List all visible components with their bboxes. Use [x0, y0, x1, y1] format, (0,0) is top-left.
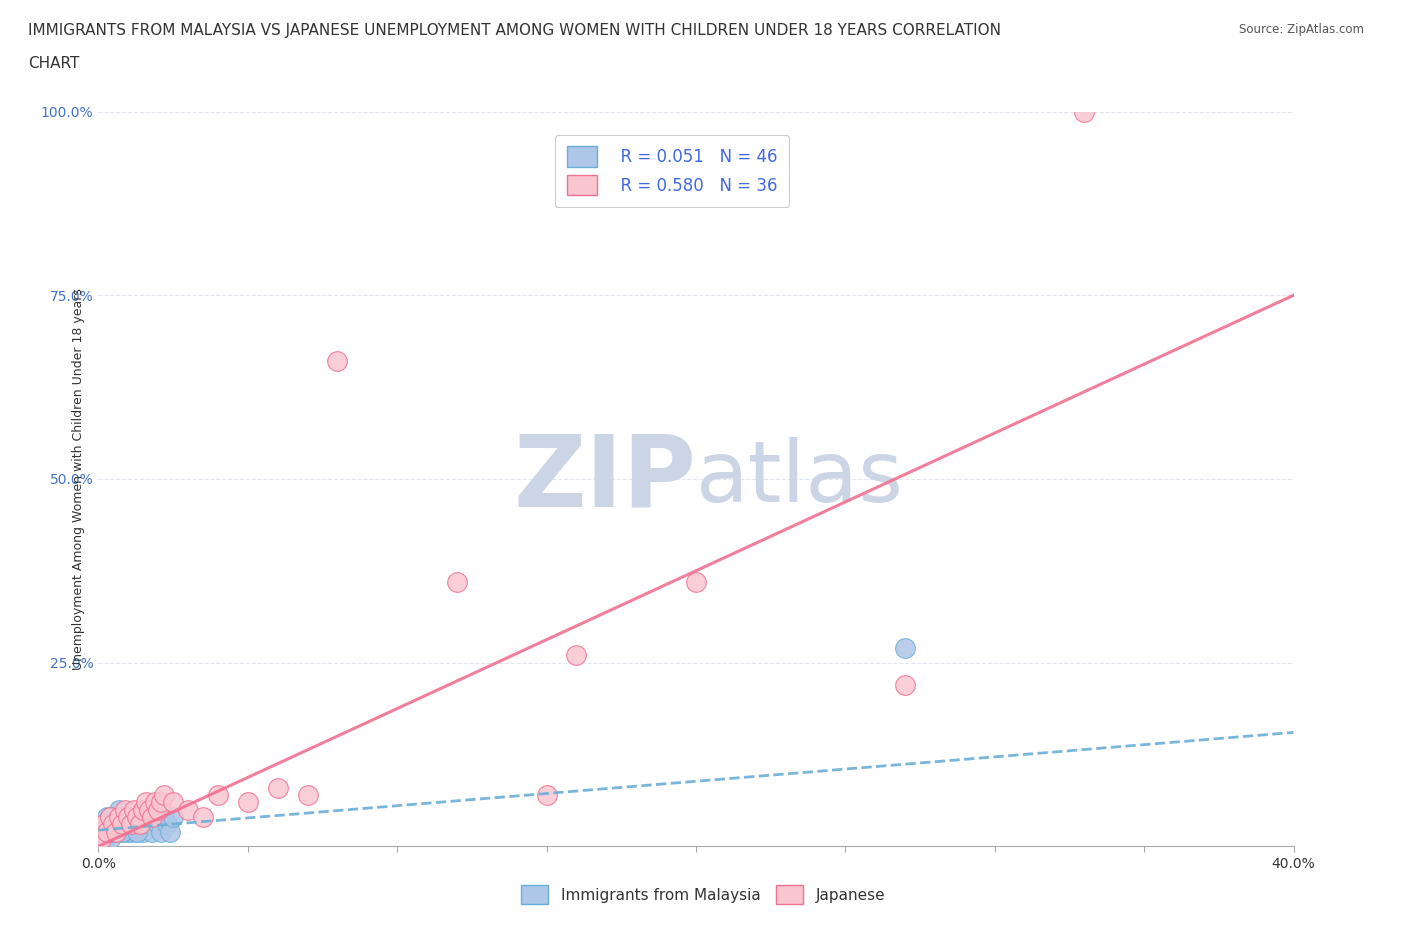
- Point: [150, 824, 173, 839]
- Point: [96, 809, 118, 824]
- Point: [120, 824, 142, 839]
- Point: [98, 817, 122, 831]
- Point: [105, 824, 128, 839]
- Point: [117, 809, 139, 824]
- Point: [162, 809, 184, 824]
- Point: [117, 824, 139, 839]
- Point: [141, 824, 163, 839]
- Point: [685, 575, 707, 590]
- Point: [138, 802, 160, 817]
- Point: [105, 824, 128, 839]
- Point: [138, 817, 160, 831]
- Point: [894, 677, 917, 692]
- Text: Source: ZipAtlas.com: Source: ZipAtlas.com: [1239, 23, 1364, 36]
- Point: [894, 641, 917, 656]
- Point: [117, 809, 139, 824]
- Point: [90, 831, 112, 846]
- Point: [153, 788, 176, 803]
- Point: [207, 788, 229, 803]
- Point: [111, 824, 134, 839]
- Point: [143, 809, 166, 824]
- Point: [93, 817, 115, 831]
- Point: [111, 817, 134, 831]
- Point: [96, 824, 118, 839]
- Point: [98, 831, 122, 846]
- Point: [143, 795, 166, 810]
- Point: [236, 795, 259, 810]
- Point: [132, 817, 155, 831]
- Point: [105, 817, 128, 831]
- Point: [1073, 104, 1095, 119]
- Point: [93, 817, 115, 831]
- Point: [129, 809, 152, 824]
- Point: [191, 809, 214, 824]
- Point: [117, 809, 139, 824]
- Point: [114, 817, 136, 831]
- Text: IMMIGRANTS FROM MALAYSIA VS JAPANESE UNEMPLOYMENT AMONG WOMEN WITH CHILDREN UNDE: IMMIGRANTS FROM MALAYSIA VS JAPANESE UNE…: [28, 23, 1001, 38]
- Point: [127, 824, 149, 839]
- Point: [111, 809, 134, 824]
- Point: [148, 817, 170, 831]
- Point: [103, 817, 125, 831]
- Point: [153, 809, 176, 824]
- Point: [159, 824, 181, 839]
- Point: [536, 788, 558, 803]
- Point: [120, 817, 142, 831]
- Point: [93, 817, 115, 831]
- Point: [124, 809, 146, 824]
- Point: [127, 824, 149, 839]
- Text: atlas: atlas: [696, 437, 904, 521]
- Point: [93, 831, 115, 846]
- Legend: Immigrants from Malaysia, Japanese: Immigrants from Malaysia, Japanese: [512, 876, 894, 913]
- Point: [90, 831, 112, 846]
- Point: [177, 802, 200, 817]
- Point: [111, 824, 134, 839]
- Text: CHART: CHART: [28, 56, 80, 71]
- Point: [120, 817, 142, 831]
- Point: [103, 824, 125, 839]
- Point: [129, 817, 152, 831]
- Point: [156, 817, 179, 831]
- Point: [114, 802, 136, 817]
- Point: [565, 648, 588, 663]
- Point: [135, 795, 157, 810]
- Point: [135, 809, 157, 824]
- Point: [108, 809, 131, 824]
- Point: [150, 795, 173, 810]
- Y-axis label: Unemployment Among Women with Children Under 18 years: Unemployment Among Women with Children U…: [72, 288, 84, 670]
- Point: [105, 817, 128, 831]
- Point: [132, 802, 155, 817]
- Point: [148, 802, 170, 817]
- Point: [141, 809, 163, 824]
- Point: [103, 824, 125, 839]
- Point: [90, 824, 112, 839]
- Point: [297, 788, 319, 803]
- Point: [103, 809, 125, 824]
- Point: [108, 817, 131, 831]
- Point: [96, 824, 118, 839]
- Point: [124, 802, 146, 817]
- Point: [446, 575, 468, 590]
- Point: [127, 809, 149, 824]
- Point: [326, 354, 349, 369]
- Point: [98, 809, 122, 824]
- Point: [162, 795, 184, 810]
- Point: [127, 817, 149, 831]
- Legend:   R = 0.051   N = 46,   R = 0.580   N = 36: R = 0.051 N = 46, R = 0.580 N = 36: [555, 135, 789, 207]
- Point: [96, 824, 118, 839]
- Point: [98, 809, 122, 824]
- Point: [132, 824, 155, 839]
- Point: [108, 802, 131, 817]
- Point: [267, 780, 290, 795]
- Text: ZIP: ZIP: [513, 431, 696, 527]
